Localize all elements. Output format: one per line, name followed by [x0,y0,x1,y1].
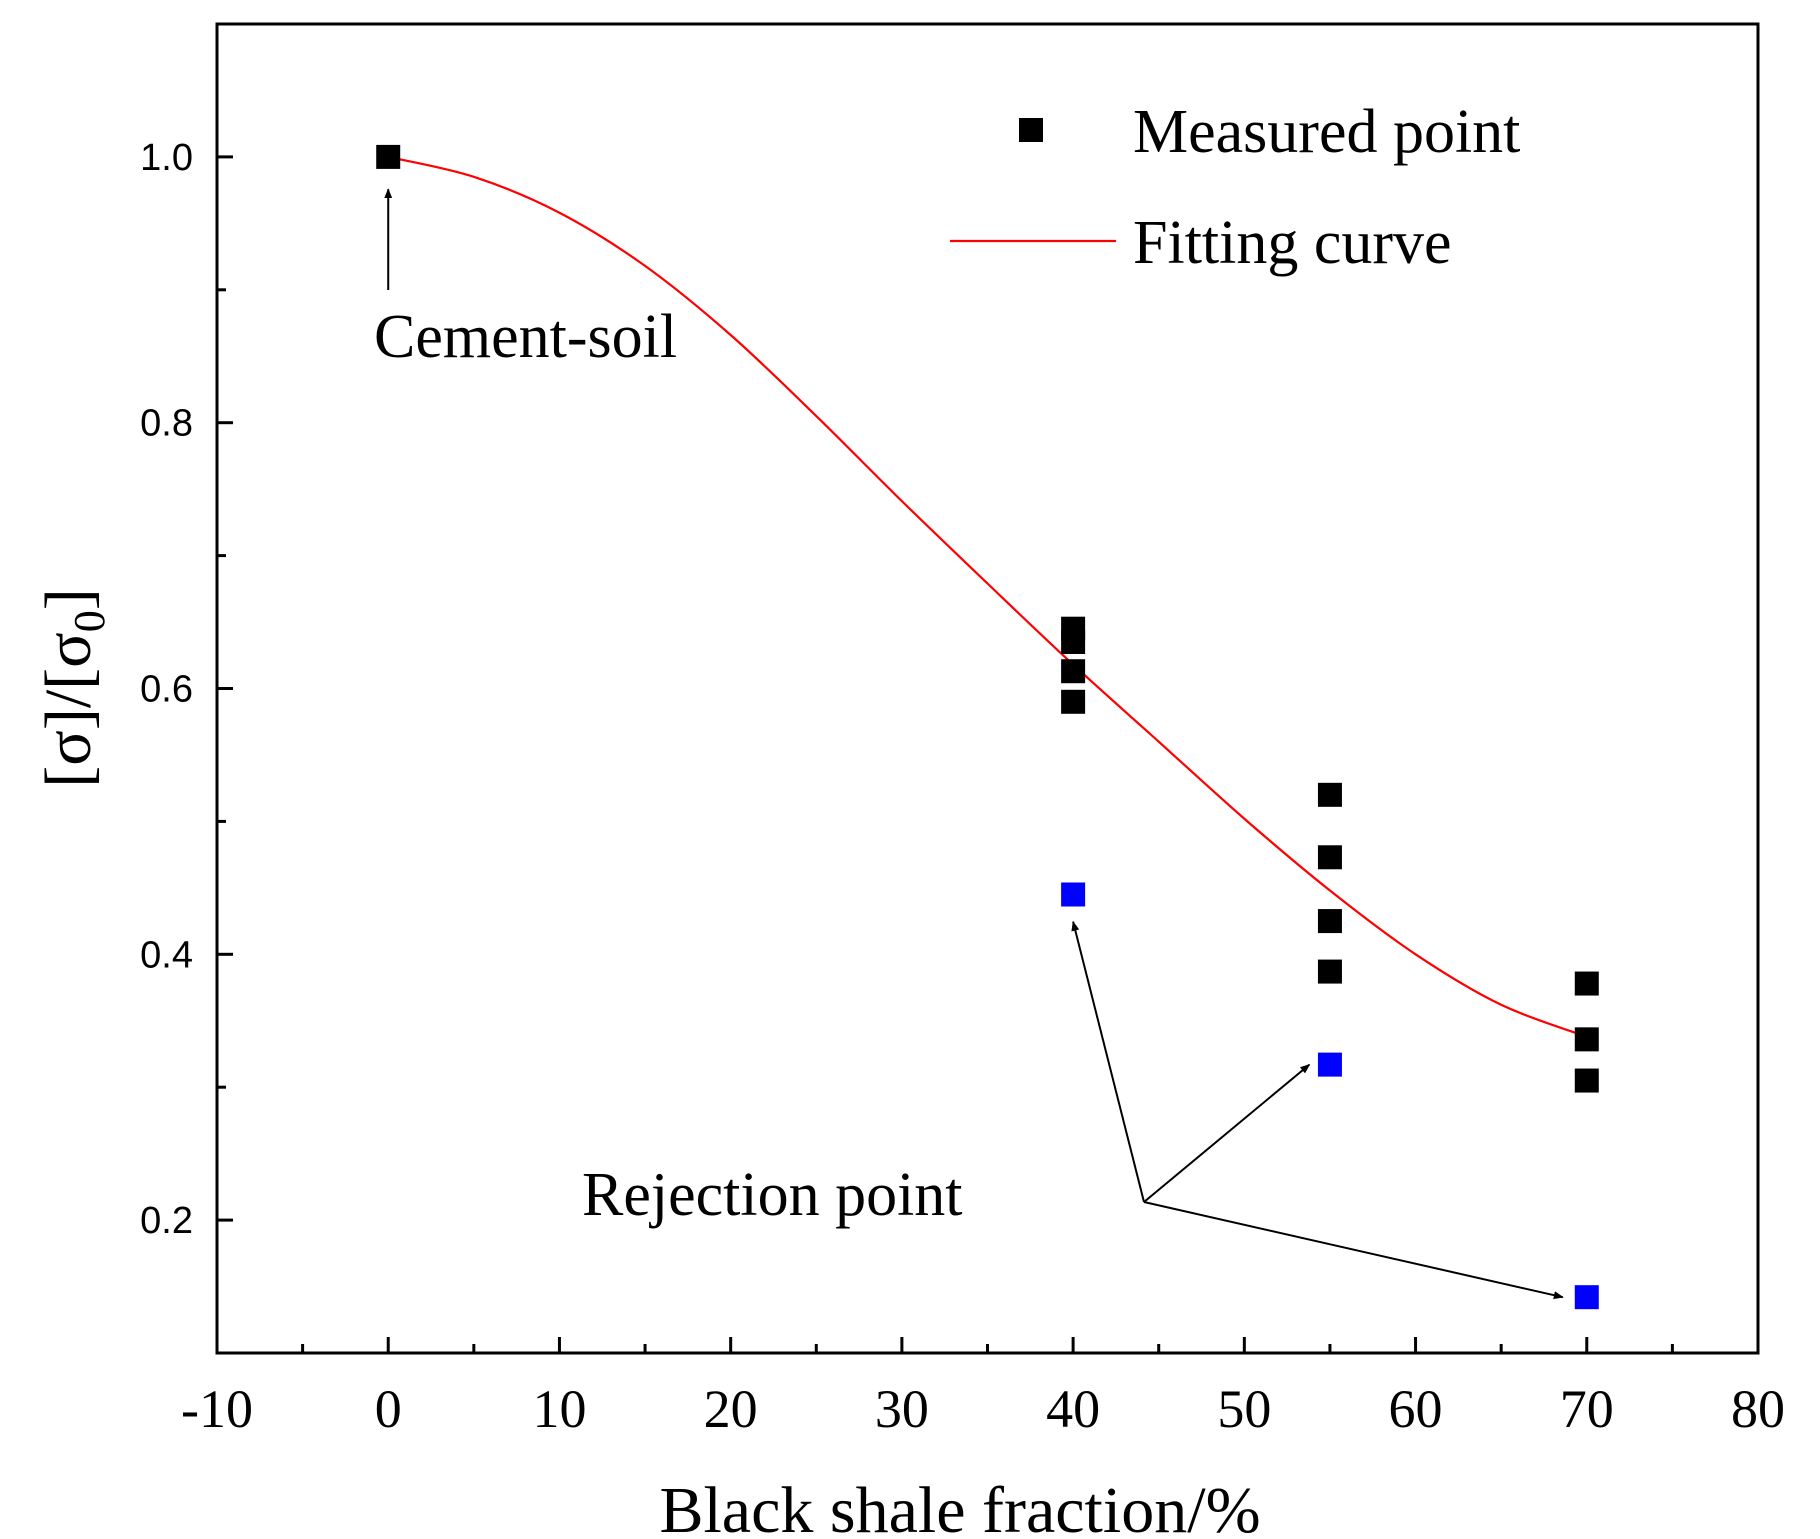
rejection-point-marker [1061,882,1086,907]
x-tick-labels: -10 0 10 20 30 40 50 60 70 80 [181,1379,1785,1439]
x-tick-label: 80 [1731,1379,1785,1439]
x-tick-label: 0 [375,1379,402,1439]
measured-point-marker [1574,1027,1599,1052]
measured-point-marker [1317,959,1342,984]
rejection-point-marker [1317,1052,1342,1077]
x-tick-label: 30 [875,1379,929,1439]
measured-point-marker [1061,629,1086,654]
x-tick-label: 40 [1046,1379,1100,1439]
measured-point-marker [1317,845,1342,870]
x-tick-label: -10 [181,1379,253,1439]
x-tick-label: 70 [1560,1379,1614,1439]
measured-point-marker [1061,659,1086,684]
annotation-arrows [384,188,1564,1300]
legend-label-fitting: Fitting curve [1133,209,1452,277]
x-axis-title: Black shale fraction/% [659,1474,1260,1539]
legend-marker-measured [1019,118,1043,142]
y-axis-title: [σ]/[σ0] [32,588,114,787]
y-tick-label: 0.4 [140,934,193,976]
annotation-rejection-point: Rejection point [582,1161,963,1229]
x-tick-label: 10 [532,1379,586,1439]
x-tick-label: 20 [704,1379,758,1439]
measured-point-marker [1574,1068,1599,1093]
y-tick-label: 0.8 [140,403,193,445]
y-tick-label: 1.0 [140,137,193,179]
y-axis-title-main: [σ]/[σ [32,632,105,787]
x-tick-label: 60 [1389,1379,1443,1439]
x-tick-label: 50 [1217,1379,1271,1439]
measured-point-marker [1317,782,1342,807]
y-axis-title-tail: ] [32,588,105,610]
axis-ticks [215,155,1760,1353]
rejection-point-marker [1574,1285,1599,1310]
measured-point-marker [1574,971,1599,996]
legend: Measured point Fitting curve [950,98,1520,277]
arrow-rejection-point [1143,1201,1564,1300]
y-tick-label: 0.2 [140,1200,193,1242]
annotation-cement-soil: Cement-soil [374,303,677,371]
y-axis-title-subscript: 0 [65,610,114,632]
measured-point-marker [1317,909,1342,934]
fitting-curve-line [387,155,1588,1038]
measured-point-marker [376,144,401,169]
data-markers [376,144,1599,1310]
y-tick-label: 0.6 [140,669,193,711]
y-tick-labels: 0.2 0.4 0.6 0.8 1.0 [140,137,193,1242]
arrow-rejection-point [1143,1063,1311,1203]
arrow-rejection-point [1071,920,1145,1203]
measured-point-marker [1061,689,1086,714]
plot-area-frame [215,22,1760,1355]
legend-label-measured: Measured point [1133,98,1520,166]
